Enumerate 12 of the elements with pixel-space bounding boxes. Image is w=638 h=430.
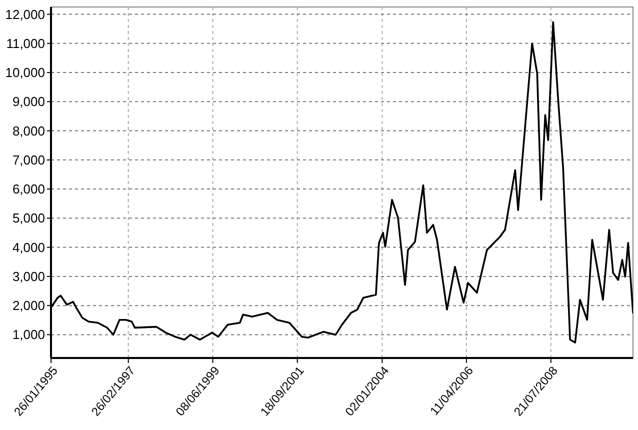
y-tick-label: 9,000 — [12, 94, 45, 110]
y-tick-label: 12,000 — [5, 6, 45, 22]
y-tick-label: 4,000 — [12, 240, 45, 255]
y-tick-label: 2,000 — [12, 298, 45, 314]
y-tick-label: 1,000 — [12, 327, 45, 342]
y-tick-label: 5,000 — [12, 210, 45, 226]
y-tick-label: 3,000 — [12, 268, 45, 284]
y-tick-label: 7,000 — [12, 152, 45, 168]
y-tick-label: 8,000 — [12, 123, 45, 138]
y-tick-label: 10,000 — [5, 65, 45, 80]
y-tick-label: 11,000 — [6, 36, 45, 51]
y-tick-label: 6,000 — [12, 182, 45, 197]
